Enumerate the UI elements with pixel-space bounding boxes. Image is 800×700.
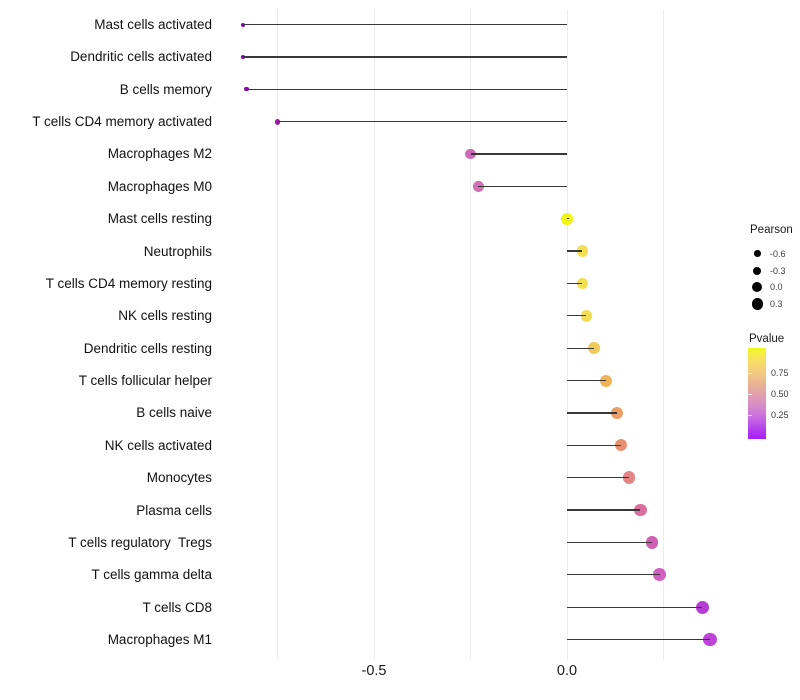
pvalue-tick-mark [748,373,752,374]
row-label: Mast cells activated [94,17,212,32]
lollipop-dot [561,212,573,225]
row-label: T cells follicular helper [78,373,212,389]
pearson-legend-title: Pearson [750,224,793,236]
lollipop-stick [567,477,629,479]
lollipop-stick [567,347,595,349]
lollipop-dot [645,536,659,549]
row-label: T cells CD4 memory resting [45,275,212,291]
lollipop-dot [599,374,612,387]
lollipop-dot [703,632,717,647]
row-label: T cells regulatory Tregs [68,534,212,550]
pearson-size-dot [752,282,763,292]
lollipop-dot [472,180,484,192]
gridline [470,10,471,660]
row-label: Dendritic cells resting [83,340,212,356]
row-label: T cells CD4 memory activated [32,114,212,130]
lollipop-stick [567,638,710,641]
pearson-size-dot [751,298,763,310]
row-label: B cells memory [119,81,212,97]
pvalue-tick-label: 0.25 [771,410,789,420]
lollipop-dot [653,568,667,582]
row-label: Macrophages M2 [107,146,212,162]
row-label: NK cells activated [104,437,212,453]
lollipop-stick [567,282,583,285]
lollipop-stick [242,23,567,26]
row-label: NK cells resting [118,308,212,324]
lollipop-stick [242,56,567,58]
pvalue-colorbar [748,348,766,439]
row-label: Neutrophils [143,243,212,259]
gridline [566,10,568,660]
row-label: Dendritic cells activated [70,49,212,65]
row-label: Mast cells resting [107,211,212,227]
lollipop-stick [567,379,606,382]
pvalue-tick-mark [748,393,752,395]
lollipop-dot [274,118,281,125]
lollipop-stick [478,185,567,187]
lollipop-dot [611,406,624,420]
lollipop-dot [244,87,249,92]
lollipop-stick [567,541,652,544]
lollipop-stick [567,606,703,608]
pearson-size-dot [754,250,761,257]
lollipop-dot [614,439,628,452]
gridline [663,10,664,660]
pearson-size-label: -0.3 [770,265,786,276]
pvalue-tick-mark [748,415,752,416]
row-label: Macrophages M1 [107,632,212,648]
lollipop-stick [277,120,567,123]
x-tick-label: -0.5 [361,663,387,679]
lollipop-stick [567,574,660,576]
row-label: Plasma cells [136,502,212,518]
row-label: T cells CD8 [142,599,212,615]
pearson-size-label: 0.0 [770,282,783,292]
lollipop-dot [465,148,476,160]
row-label: B cells naive [136,405,212,421]
lollipop-stick [567,412,618,414]
pvalue-tick-label: 0.50 [771,388,789,399]
lollipop-dot [695,600,709,614]
lollipop-stick [246,88,567,90]
pearson-size-label: 0.3 [770,299,783,309]
lollipop-stick [567,218,569,220]
pvalue-legend-title: Pvalue [749,333,785,345]
pearson-size-label: -0.6 [770,248,786,259]
pvalue-tick-label: 0.75 [771,368,789,378]
lollipop-stick [567,250,583,252]
gridline [373,10,375,660]
row-label: Monocytes [146,470,212,486]
lollipop-stick [567,444,622,446]
lollipop-stick [567,509,641,511]
pearson-size-dot [753,266,762,275]
x-tick-label: 0.0 [556,663,578,679]
row-label: Macrophages M0 [107,178,212,194]
lollipop-dot [634,503,647,517]
lollipop-dot [580,310,593,322]
row-label: T cells gamma delta [91,567,212,583]
lollipop-stick [470,153,567,155]
gridline [277,10,278,660]
lollipop-stick [567,315,587,317]
